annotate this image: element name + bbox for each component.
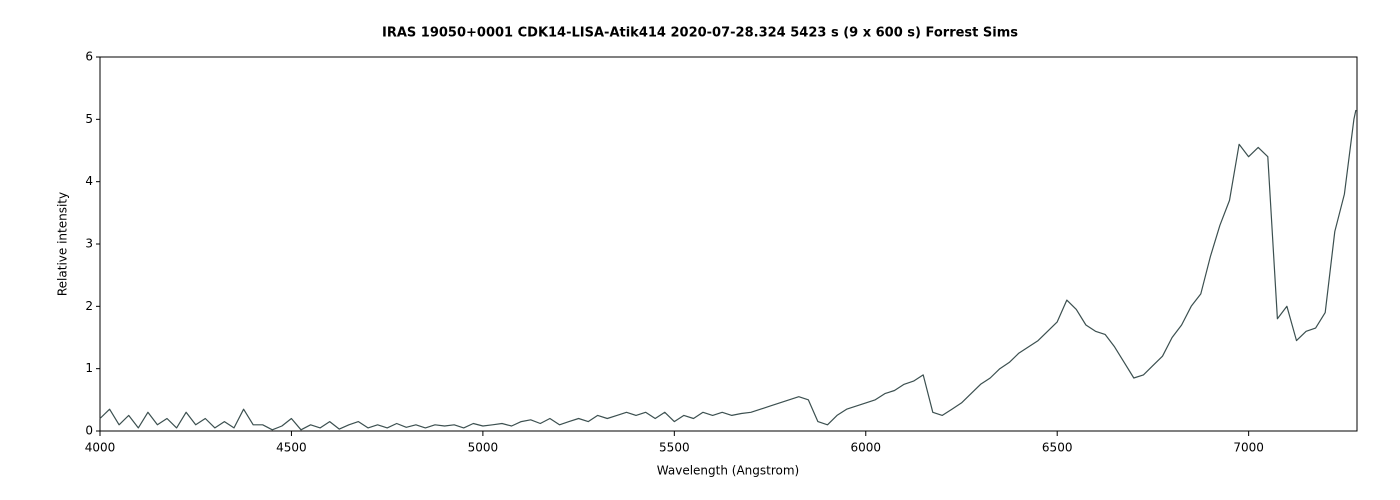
spectrum-line [99, 109, 1357, 431]
y-tick-label: 4 [85, 174, 93, 188]
x-tick-label: 5500 [659, 441, 690, 455]
y-tick-label: 5 [85, 112, 93, 126]
chart-title: IRAS 19050+0001 CDK14-LISA-Atik414 2020-… [382, 26, 1018, 41]
y-tick-label: 3 [85, 237, 93, 251]
x-tick-label: 4500 [276, 441, 307, 455]
y-tick-label: 0 [85, 424, 93, 438]
x-tick-label: 4000 [85, 441, 116, 455]
plot-frame [99, 56, 1358, 432]
x-tick-label: 6000 [850, 441, 881, 455]
x-tick-label: 6500 [1042, 441, 1073, 455]
y-axis-label: Relative intensity [56, 192, 70, 296]
x-tick-label: 5000 [468, 441, 499, 455]
x-tick-label: 7000 [1233, 441, 1264, 455]
y-tick-label: 6 [85, 50, 93, 64]
x-axis-label: Wavelength (Angstrom) [657, 464, 799, 478]
y-tick-label: 1 [85, 361, 93, 375]
y-tick-label: 2 [85, 299, 93, 313]
